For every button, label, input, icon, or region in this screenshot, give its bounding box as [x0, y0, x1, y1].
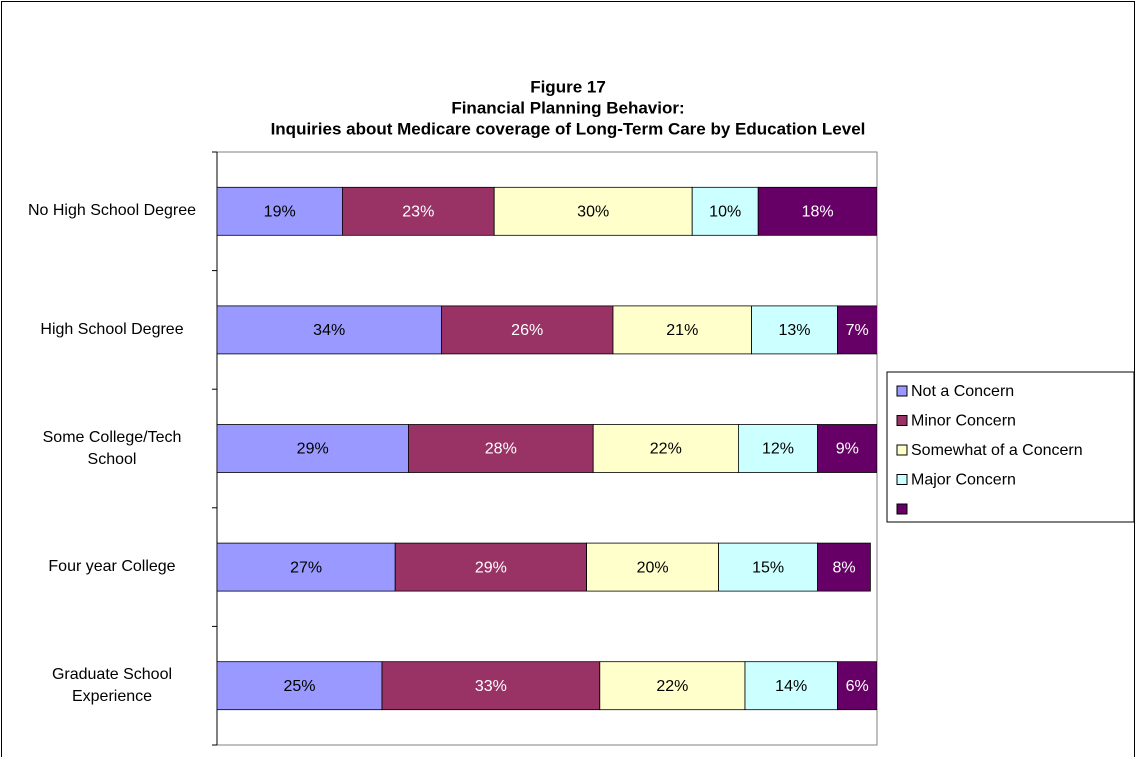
- data-label: 12%: [762, 441, 794, 458]
- legend-swatch: [896, 444, 908, 456]
- data-label: 10%: [709, 204, 741, 221]
- data-label: 8%: [832, 559, 855, 576]
- data-label: 29%: [297, 441, 329, 458]
- legend-box: [886, 371, 1135, 523]
- legend-label: Not a Concern: [911, 383, 1014, 400]
- data-label: 30%: [577, 204, 609, 221]
- bar-segment: [757, 186, 877, 236]
- data-label: 6%: [846, 678, 869, 695]
- bar-segment: [738, 424, 819, 473]
- data-label: 23%: [402, 204, 434, 221]
- data-label: 27%: [290, 559, 322, 576]
- chart-title: Figure 17: [530, 77, 606, 96]
- data-label: 22%: [656, 678, 688, 695]
- legend-label: Minor Concern: [911, 413, 1016, 430]
- data-label: 29%: [475, 559, 507, 576]
- bar-segment: [837, 661, 877, 711]
- legend-label: Major Concern: [911, 472, 1016, 489]
- chart-title: Inquiries about Medicare coverage of Lon…: [271, 119, 866, 138]
- bar-segment: [407, 424, 594, 473]
- bar-segment: [217, 305, 442, 355]
- bar-segment: [817, 542, 871, 592]
- data-label: 14%: [775, 678, 807, 695]
- data-label: 13%: [778, 322, 810, 339]
- bar-segment: [217, 186, 343, 236]
- data-label: 21%: [666, 322, 698, 339]
- data-label: 15%: [752, 559, 784, 576]
- data-label: 34%: [313, 322, 345, 339]
- bar-segment: [217, 424, 409, 473]
- legend-swatch: [896, 474, 908, 485]
- y-tick-label: High School Degree: [40, 320, 184, 338]
- data-label: 20%: [637, 559, 669, 576]
- data-label: 33%: [475, 678, 507, 695]
- data-label: 7%: [846, 322, 869, 339]
- bar-segment: [394, 542, 588, 592]
- bar-segment: [592, 424, 739, 473]
- data-label: 19%: [264, 204, 296, 221]
- bar-segment: [381, 661, 601, 711]
- data-label: 22%: [650, 441, 682, 458]
- bar-segment: [744, 661, 838, 711]
- bar-segment: [817, 424, 877, 473]
- data-label: 18%: [802, 204, 834, 221]
- legend-swatch: [896, 415, 908, 426]
- bar-segment: [837, 305, 877, 355]
- bar-segment: [440, 305, 614, 355]
- data-label: 25%: [283, 678, 315, 695]
- legend-swatch: [896, 385, 908, 397]
- data-label: 26%: [511, 322, 543, 339]
- bar-segment: [493, 186, 693, 236]
- bar-segment: [586, 542, 719, 592]
- chart-title: Financial Planning Behavior:: [451, 98, 684, 117]
- bar-segment: [612, 305, 753, 355]
- y-tick-label: Some College/Tech School: [42, 428, 182, 468]
- bar-segment: [691, 186, 759, 236]
- bar-segment: [751, 305, 838, 355]
- legend-swatch: [896, 503, 908, 515]
- y-tick-label: Four year College: [48, 558, 176, 576]
- y-tick-label: No High School Degree: [27, 202, 197, 220]
- y-tick-label: Graduate School Experience: [51, 665, 173, 705]
- data-label: 28%: [485, 441, 517, 458]
- legend-label: Somewhat of a Concern: [911, 442, 1083, 459]
- bar-segment: [217, 542, 396, 592]
- data-label: 9%: [836, 441, 859, 458]
